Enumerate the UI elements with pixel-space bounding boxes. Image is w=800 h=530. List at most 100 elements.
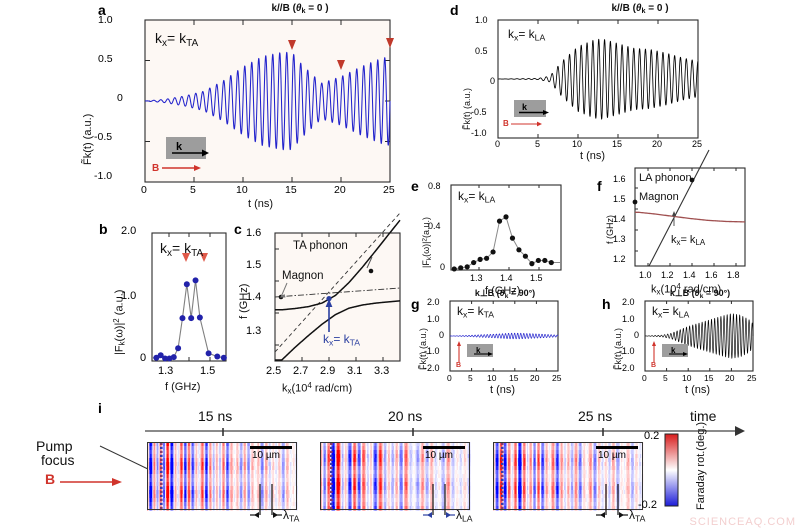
panel-f-arrow-label: kx= kLA [671,234,706,248]
panel-h-ytick-0: 2.0 [622,297,635,307]
panel-h-xtick-3: 15 [704,373,714,383]
panel-h-ytick-4: -2.0 [619,363,635,373]
panel-d-xtick-2: 10 [572,139,583,149]
panel-h-annotation: kx= kLA [652,304,690,320]
data-point [548,259,554,266]
panel-c-plot [274,212,401,362]
panel-g-xtick-0: 0 [447,373,452,383]
panel-a-xtick-4: 20 [334,184,346,196]
svg-text:B: B [456,362,461,369]
time-tick-25ns: 25 ns [578,408,613,424]
panel-c-arrow-label: kx= kTA [323,332,361,348]
panel-c-label-phonon: TA phonon [293,240,348,252]
panel-g-inset: k B [455,341,499,370]
panel-a: a k//B (θk = 0 ) 1.0 0.5 0 -0.5 -1.0 F̃k… [0,0,400,215]
data-point [205,350,212,357]
svg-text:B: B [651,362,656,369]
panel-a-ytick-4: -1.0 [94,170,113,182]
time-tick-15ns: 15 ns [198,408,233,424]
panel-h-plot [644,300,754,372]
scalebar-label-1: 10 µm [425,450,453,461]
watermark: SCIENCEAQ.COM [689,516,796,528]
pump-focus-label-line1: Pump [36,438,73,454]
panel-c-ylabel: f (GHz) [238,283,250,319]
time-tick-20ns: 20 ns [388,408,423,424]
heatmap-15ns [147,442,298,511]
panel-d-annotation: kx= kLA [508,27,546,43]
panel-d-xtick-4: 20 [652,139,663,149]
panel-c-xtick-1: 2.7 [293,365,309,377]
data-point [196,314,203,321]
data-point [451,266,457,272]
panel-g-xtick-2: 10 [487,373,497,383]
panel-f-xtick-0: 1.0 [639,270,652,280]
data-point [496,218,503,224]
panel-b-ytick-0: 2.0 [121,225,137,237]
panel-f-xtick-2: 1.4 [683,270,696,280]
lambda-marker-2 [596,484,628,518]
panel-d-xtick-0: 0 [495,139,501,149]
panel-g-xtick-3: 15 [509,373,519,383]
panel-c: c 1.6 1.5 1.4 1.3 f (GHz) TA phonon Magn… [230,212,405,405]
panel-g-ylabel: F̃k(t) (a.u.) [418,328,428,370]
panel-e-xlabel: f (GHz) [485,285,521,297]
panel-h-ytick-2: 0 [634,330,640,340]
panel-e-ytick-0: 0.8 [428,181,441,191]
panel-b-annotation: kx= kTA [160,240,204,259]
lambda-label-1: λLA [456,508,473,524]
panel-b-xlabel: f (GHz) [165,381,201,393]
scalebar-group-2: 10 µm [596,446,638,461]
panel-b-ylabel: |Fk(ω)|2 (a.u.) [112,289,127,355]
data-point [458,265,464,271]
panel-g-ytick-1: 1.0 [427,314,440,324]
panel-d-title: k//B (θk = 0 ) [611,3,669,16]
data-point [188,315,195,322]
panel-h-xtick-5: 25 [747,373,757,383]
panel-h-ytick-1: 1.0 [622,314,635,324]
panel-e: e 0.8 0.4 0 |Fk(ω)|2(a.u.) kx= kLA 1.3 1… [405,178,595,303]
data-point [483,255,490,261]
panel-c-ytick-2: 1.4 [246,291,262,303]
data-point [471,259,477,266]
data-point [509,235,516,241]
scalebar-label-0: 10 µm [252,450,280,461]
lambda-marker-0 [250,484,282,518]
colorbar-label: Faraday rot.(deg.) [695,421,707,510]
data-point [522,253,529,259]
data-point [529,261,535,267]
panel-f-xtick-1: 1.2 [661,270,674,280]
data-point [175,345,182,352]
panel-c-xtick-3: 3.1 [347,365,363,377]
panel-h-xtick-0: 0 [642,373,647,383]
data-point [183,281,190,288]
panel-a-xlabel: t (ns) [248,198,274,210]
panel-f-xtick-3: 1.6 [705,270,718,280]
panel-h-ytick-3: -1.0 [619,346,635,356]
panel-i-letter: i [98,400,102,416]
data-point [490,249,496,255]
data-point [153,354,160,361]
panel-c-ytick-0: 1.6 [246,227,262,239]
data-point [220,354,227,361]
panel-g-plot [449,300,559,372]
panel-i: i 15 ns 20 ns 25 ns time Pump focus B 10… [0,400,800,530]
colorbar-max-label: 0.2 [644,430,660,442]
svg-text:k: k [671,346,676,355]
data-point [192,277,199,284]
panel-e-ytick-1: 0.4 [428,221,441,231]
lambda-marker-1 [423,484,455,518]
data-point [477,256,483,262]
panel-d-xtick-5: 25 [692,139,703,149]
panel-f-ytick-2: 1.4 [613,214,626,224]
panel-g-ytick-3: -1.0 [424,346,440,356]
heatmap-25ns [493,442,644,511]
panel-h-title: k⊥B (θk = 90°) [669,288,731,300]
panel-c-ytick-3: 1.3 [246,325,262,337]
panel-h-inset: k B [650,341,694,370]
panel-d-ytick-3: -0.5 [471,107,487,117]
panel-a-ytick-0: 1.0 [98,14,113,26]
panel-g-title: k⊥B (θk = 90°) [474,288,536,300]
panel-f-xtick-4: 1.8 [727,270,740,280]
panel-f-ytick-4: 1.2 [613,254,626,264]
panel-d-plot [497,19,699,139]
